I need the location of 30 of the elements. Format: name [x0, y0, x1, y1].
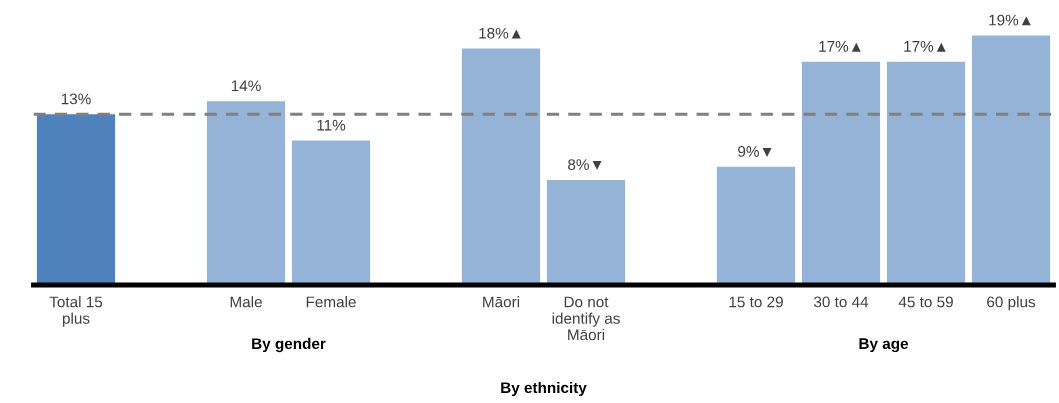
data-label: 19%▲: [989, 14, 1031, 26]
data-label: 17%▲: [904, 41, 946, 52]
data-label: 14%: [231, 80, 261, 92]
bar: [801, 61, 881, 285]
bar: [36, 114, 116, 285]
text: By ethnicity: [501, 381, 587, 397]
data-label: 9%▼: [738, 146, 772, 157]
data-label: 18%▲: [479, 27, 521, 39]
x-tick-label: 45 to 59: [898, 296, 953, 308]
text: By age: [859, 338, 909, 353]
data-label: 17%▲: [819, 41, 861, 52]
x-tick-label: 60 plus: [987, 296, 1036, 311]
bar: [461, 48, 541, 285]
x-tick-label: Māori: [483, 296, 520, 308]
data-label: 13%: [61, 93, 91, 105]
x-tick-label: 30 to 44: [813, 296, 869, 308]
x-tick-label: Female: [306, 296, 356, 308]
x-tick-label: Total 15 plus: [49, 296, 103, 327]
x-tick-label: Do not identify as Māori: [552, 296, 620, 341]
x-tick-label: Male: [230, 296, 262, 308]
bar: [716, 166, 796, 285]
data-label: 8%▼: [568, 159, 602, 171]
text: By gender: [252, 337, 326, 353]
data-label: 11%: [317, 119, 346, 131]
x-tick-label: 15 to 29: [729, 296, 783, 308]
bar: [971, 35, 1051, 285]
bar: [206, 101, 286, 285]
bar: [291, 140, 371, 285]
bar: [546, 179, 626, 285]
bar: [886, 61, 966, 285]
